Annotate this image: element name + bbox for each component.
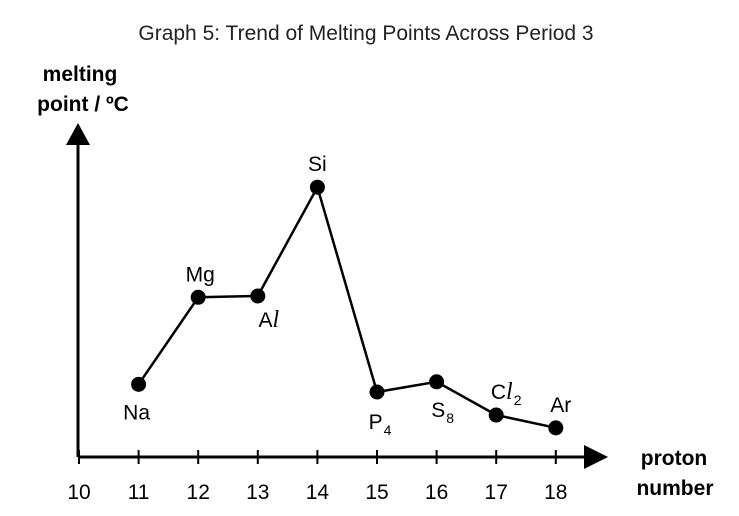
point-label: Na <box>123 401 150 424</box>
point-labels: Na Mg Al Si P4 S8 Cl2 Ar <box>123 153 571 438</box>
point-label: Cl2 <box>491 379 522 408</box>
point-label: Mg <box>186 263 215 286</box>
x-axis-label-line-1: proton <box>641 447 707 470</box>
data-point-marker <box>488 407 504 423</box>
data-point-marker <box>548 420 564 436</box>
x-tick-label: 13 <box>246 481 269 504</box>
data-point-marker <box>190 289 206 305</box>
x-tick-label: 14 <box>306 481 330 504</box>
data-point-marker <box>131 376 147 392</box>
data-point-marker <box>369 384 385 400</box>
point-label: S8 <box>431 399 454 426</box>
data-point-marker <box>250 288 266 304</box>
y-axis-label-line-1: melting <box>43 63 118 86</box>
x-tick-label: 12 <box>187 481 210 504</box>
data-series <box>131 179 564 436</box>
point-label: Ar <box>550 394 571 417</box>
x-axis-label-line-2: number <box>636 477 713 500</box>
data-point-marker <box>309 179 325 195</box>
point-label: Al <box>258 307 279 333</box>
x-tick-label: 10 <box>67 481 90 504</box>
series-line <box>137 185 557 430</box>
x-tick-label: 16 <box>425 481 448 504</box>
y-axis-label-line-2: point / ºC <box>37 93 129 116</box>
x-axis-arrow-icon <box>584 445 608 469</box>
point-label: Si <box>308 153 327 176</box>
x-tick-label: 15 <box>365 481 388 504</box>
data-point-marker <box>429 374 445 390</box>
x-tick-label: 18 <box>544 481 567 504</box>
point-label: P4 <box>369 411 392 438</box>
y-axis-arrow-icon <box>66 123 90 145</box>
x-tick-label: 11 <box>128 481 150 504</box>
x-ticks: 10 11 12 13 14 15 16 17 18 <box>67 450 567 504</box>
x-tick-label: 17 <box>485 481 508 504</box>
chart-title: Graph 5: Trend of Melting Points Across … <box>138 22 593 45</box>
